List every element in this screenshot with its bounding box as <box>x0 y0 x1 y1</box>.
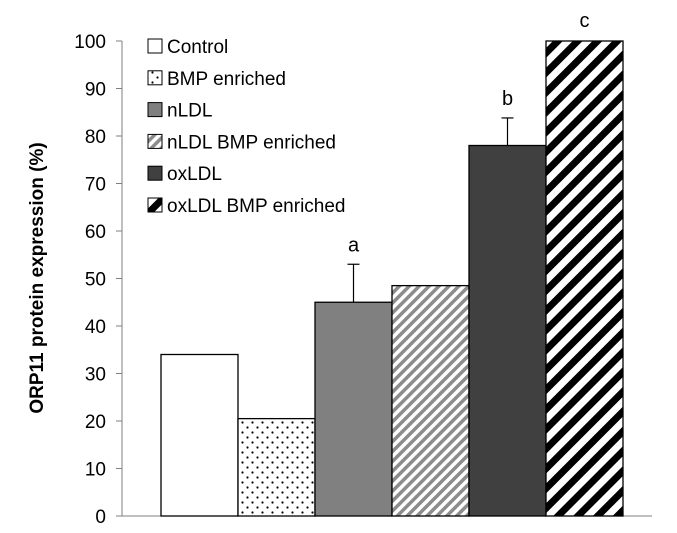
legend-label-oxldl-bmp-enriched: oxLDL BMP enriched <box>167 196 346 217</box>
significance-label-oxldl: b <box>502 88 513 110</box>
legend-swatch-oxldl-bmp-enriched <box>147 197 163 213</box>
legend-label-bmp-enriched: BMP enriched <box>167 69 286 90</box>
y-tick-label: 80 <box>85 127 106 148</box>
significance-label-nldl: a <box>348 234 360 256</box>
legend-label-nldl: nLDL <box>167 101 212 122</box>
significance-label-oxldl-bmp-enriched: c <box>580 10 590 32</box>
y-tick-label: 60 <box>85 222 106 243</box>
bar-control <box>160 353 239 517</box>
legend: Control BMP enriched nLDL nLDL BMP enriched… <box>147 37 346 217</box>
bar-oxldl <box>468 144 547 517</box>
legend-swatch-bmp-enriched <box>147 70 163 86</box>
legend-label-oxldl: oxLDL <box>167 164 222 185</box>
legend-label-control: Control <box>167 37 228 58</box>
y-axis-label: ORP11 protein expression (%) <box>27 142 48 413</box>
bar-nldl-bmp-enriched <box>391 284 470 517</box>
legend-swatch-nldl-bmp-enriched <box>147 133 163 149</box>
bar-bmp-enriched <box>237 417 316 517</box>
y-tick-label: 0 <box>95 507 106 528</box>
legend-label-nldl-bmp-enriched: nLDL BMP enriched <box>167 132 336 153</box>
y-tick-label: 10 <box>85 460 106 481</box>
bar-nldl <box>314 301 393 517</box>
legend-swatch-nldl <box>147 102 163 118</box>
legend-swatch-control <box>147 38 163 54</box>
y-tick-label: 40 <box>85 317 106 338</box>
y-tick-label: 70 <box>85 175 106 196</box>
y-tick-label: 50 <box>85 270 106 291</box>
axes: 0 10 20 30 40 50 60 70 80 90 100 <box>74 32 652 528</box>
y-tick-label: 100 <box>74 32 106 53</box>
y-tick-label: 90 <box>85 80 106 101</box>
bar-oxldl-bmp-enriched <box>545 40 624 517</box>
bars: a b c <box>160 10 624 517</box>
legend-swatch-oxldl <box>147 165 163 181</box>
y-tick-label: 20 <box>85 412 106 433</box>
y-tick-label: 30 <box>85 365 106 386</box>
